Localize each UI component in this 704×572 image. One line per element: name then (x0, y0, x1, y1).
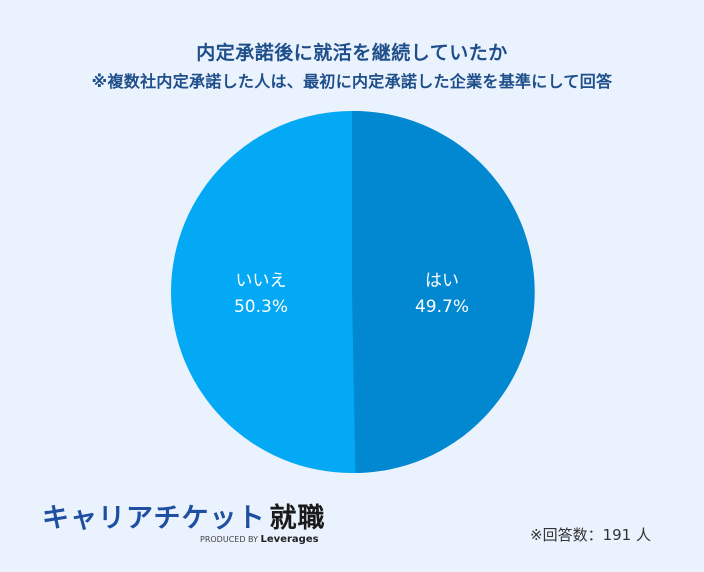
logo-main: キャリアチケット (42, 503, 266, 534)
chart-subtitle: ※複数社内定承諾した人は、最初に内定承諾した企業を基準にして回答 (91, 72, 613, 91)
produced-by: PRODUCED BY Leverages (200, 534, 319, 545)
slice-no-label: いいえ 50.3% (201, 268, 321, 320)
logo-suffix: 就職 (269, 503, 326, 534)
chart-title: 内定承諾後に就活を継続していたか (196, 42, 508, 64)
slice-no-name: いいえ (235, 271, 287, 291)
slice-no-value: 50.3% (233, 297, 288, 317)
brand-logo: キャリアチケット 就職 (42, 496, 325, 535)
brand-name: Leverages (260, 534, 319, 545)
produced-by-text: PRODUCED BY (200, 535, 258, 544)
slice-yes-label: はい 49.7% (382, 268, 502, 320)
respondent-count: ※回答数：191 人 (530, 526, 651, 544)
slice-yes-name: はい (425, 271, 459, 291)
slice-yes-value: 49.7% (414, 297, 469, 317)
slice-yes (352, 110, 535, 474)
